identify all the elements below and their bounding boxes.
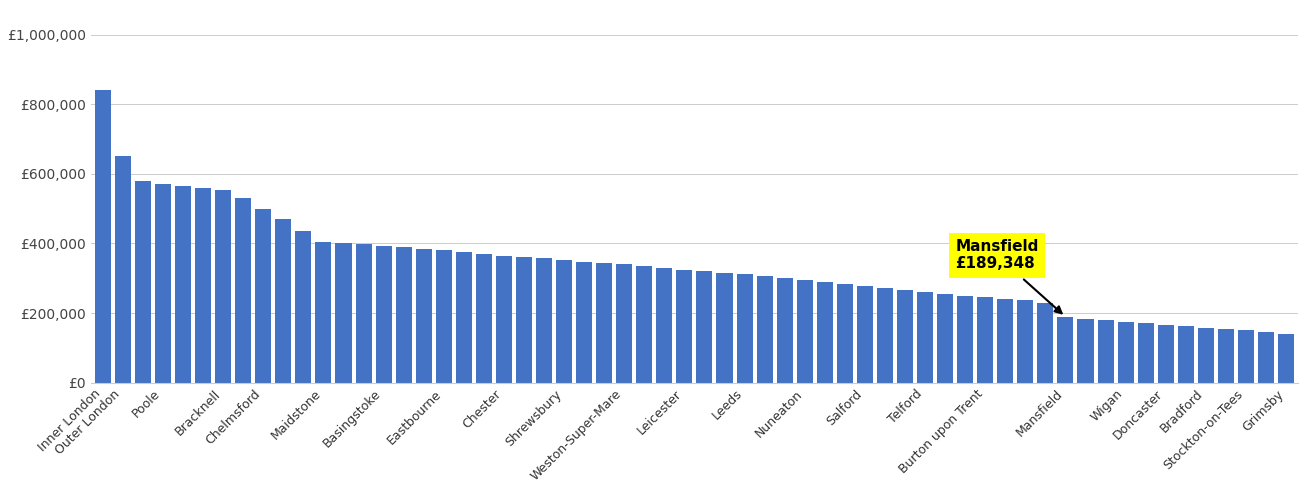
Bar — [877, 288, 893, 383]
Bar — [937, 294, 953, 383]
Bar — [797, 280, 813, 383]
Bar — [536, 258, 552, 383]
Bar — [194, 188, 211, 383]
Bar — [476, 254, 492, 383]
Bar — [857, 286, 873, 383]
Bar — [1158, 325, 1173, 383]
Bar — [716, 272, 732, 383]
Bar — [776, 278, 792, 383]
Bar — [436, 250, 452, 383]
Bar — [977, 297, 993, 383]
Bar — [1078, 319, 1094, 383]
Bar — [335, 244, 351, 383]
Bar — [897, 290, 914, 383]
Bar — [295, 231, 312, 383]
Bar — [1018, 300, 1034, 383]
Bar — [316, 242, 331, 383]
Bar — [275, 219, 291, 383]
Bar — [697, 271, 713, 383]
Bar — [455, 252, 472, 383]
Bar — [676, 270, 693, 383]
Bar — [656, 268, 672, 383]
Bar — [576, 262, 592, 383]
Bar — [256, 209, 271, 383]
Text: Mansfield
£189,348: Mansfield £189,348 — [955, 239, 1062, 313]
Bar — [1238, 330, 1254, 383]
Bar — [736, 274, 753, 383]
Bar — [757, 276, 773, 383]
Bar — [1218, 329, 1235, 383]
Bar — [997, 299, 1013, 383]
Bar — [1278, 334, 1295, 383]
Bar — [175, 186, 191, 383]
Bar — [837, 284, 853, 383]
Bar — [817, 282, 833, 383]
Bar — [1177, 326, 1194, 383]
Bar — [115, 156, 130, 383]
Bar — [376, 246, 392, 383]
Bar — [556, 260, 572, 383]
Bar — [395, 247, 411, 383]
Bar — [917, 292, 933, 383]
Bar — [1258, 332, 1274, 383]
Bar — [957, 295, 974, 383]
Bar — [95, 91, 111, 383]
Bar — [1198, 328, 1214, 383]
Bar — [1117, 322, 1134, 383]
Bar — [134, 181, 151, 383]
Bar — [596, 263, 612, 383]
Bar — [637, 266, 652, 383]
Bar — [215, 190, 231, 383]
Bar — [416, 248, 432, 383]
Bar — [1057, 317, 1074, 383]
Bar — [235, 198, 252, 383]
Bar — [1037, 302, 1053, 383]
Bar — [355, 244, 372, 383]
Bar — [496, 256, 512, 383]
Bar — [1138, 323, 1154, 383]
Bar — [616, 264, 632, 383]
Bar — [155, 184, 171, 383]
Bar — [1098, 320, 1113, 383]
Bar — [515, 257, 532, 383]
